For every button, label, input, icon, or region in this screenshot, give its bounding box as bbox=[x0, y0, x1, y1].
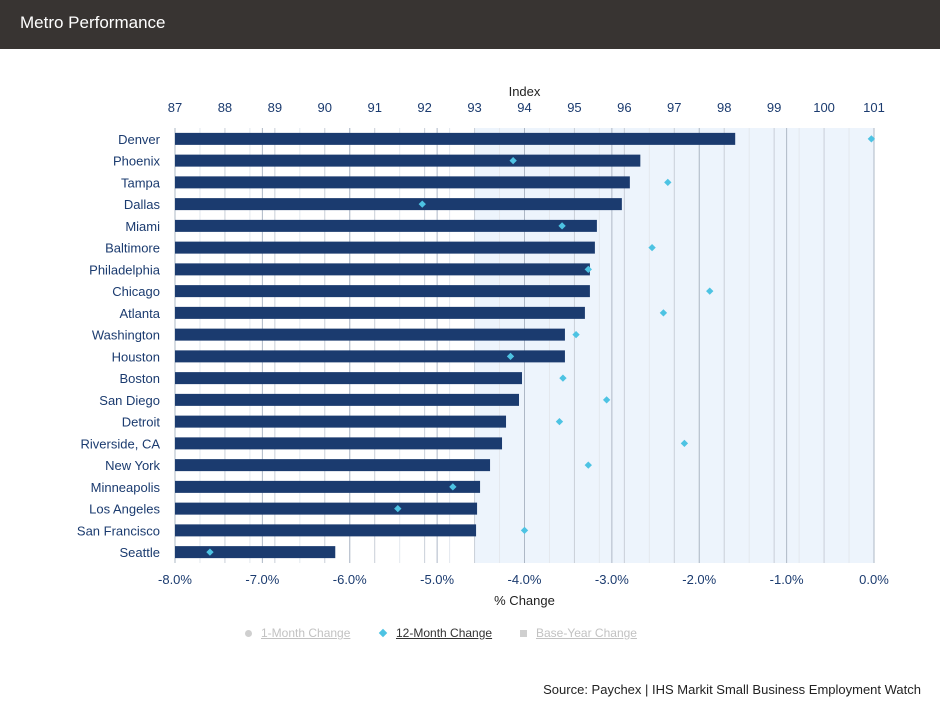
header-bar: Metro Performance bbox=[0, 0, 940, 49]
legend-circle-icon bbox=[245, 629, 252, 637]
index-bar[interactable] bbox=[175, 306, 585, 319]
top-axis-tick: 98 bbox=[717, 100, 731, 115]
twelve-month-marker[interactable] bbox=[584, 265, 592, 274]
twelve-month-marker[interactable] bbox=[572, 330, 580, 339]
twelve-month-marker[interactable] bbox=[559, 374, 567, 382]
index-bar[interactable] bbox=[175, 459, 491, 472]
category-label: Boston bbox=[120, 371, 160, 386]
index-bar[interactable] bbox=[175, 524, 477, 537]
twelve-month-marker[interactable] bbox=[449, 483, 457, 491]
index-bar[interactable] bbox=[175, 415, 507, 428]
top-axis-tick: 90 bbox=[318, 100, 332, 115]
category-label: Miami bbox=[125, 219, 160, 234]
top-axis-tick: 101 bbox=[863, 100, 885, 115]
category-label: San Diego bbox=[99, 393, 160, 408]
legend-base-year-label: Base-Year Change bbox=[536, 626, 637, 640]
twelve-month-marker[interactable] bbox=[680, 439, 689, 448]
twelve-month-marker[interactable] bbox=[706, 287, 714, 295]
category-label: Philadelphia bbox=[89, 262, 161, 277]
index-bar[interactable] bbox=[175, 263, 590, 276]
twelve-month-marker[interactable] bbox=[520, 526, 529, 535]
metro-performance-chart: Index 87 88 89 90 91 92 93 94 95 96 97 98 99 100 101 -8.… bbox=[77, 84, 889, 608]
category-label: Riverside, CA bbox=[81, 436, 161, 451]
category-label: Washington bbox=[92, 328, 160, 343]
index-bar[interactable] bbox=[175, 502, 478, 515]
index-bar[interactable] bbox=[175, 285, 590, 298]
top-axis-tick: 88 bbox=[218, 100, 232, 115]
twelve-month-marker[interactable] bbox=[558, 222, 566, 230]
index-bar[interactable] bbox=[175, 328, 565, 341]
twelve-month-marker[interactable] bbox=[664, 178, 672, 187]
twelve-month-marker[interactable] bbox=[394, 504, 402, 513]
twelve-month-marker[interactable] bbox=[648, 243, 656, 252]
twelve-month-marker[interactable] bbox=[506, 352, 515, 361]
twelve-month-marker[interactable] bbox=[659, 309, 668, 317]
bottom-axis-tick: -7.0% bbox=[245, 572, 279, 587]
category-label: Phoenix bbox=[113, 154, 160, 169]
chart-legend: 1-Month Change 12-Month Change Base-Year… bbox=[0, 626, 940, 644]
category-label: Denver bbox=[118, 132, 161, 147]
twelve-month-marker[interactable] bbox=[602, 396, 611, 404]
category-label: Seattle bbox=[120, 545, 160, 560]
category-label: Minneapolis bbox=[91, 480, 161, 495]
index-bar[interactable] bbox=[175, 350, 565, 363]
category-label: Dallas bbox=[124, 197, 161, 212]
index-bar[interactable] bbox=[175, 393, 520, 406]
bottom-axis-tick: 0.0% bbox=[859, 572, 889, 587]
legend-one-month-label: 1-Month Change bbox=[261, 626, 351, 640]
source-note: Source: Paychex | IHS Markit Small Busin… bbox=[543, 682, 921, 697]
bottom-axis-tick: -3.0% bbox=[595, 572, 629, 587]
top-axis-tick: 96 bbox=[617, 100, 631, 115]
top-axis-tick: 94 bbox=[517, 100, 531, 115]
legend-one-month[interactable]: 1-Month Change bbox=[245, 626, 350, 640]
twelve-month-marker[interactable] bbox=[867, 135, 876, 143]
index-bar[interactable] bbox=[175, 241, 595, 254]
top-axis-tick: 100 bbox=[813, 100, 835, 115]
legend-twelve-month-label: 12-Month Change bbox=[396, 626, 493, 640]
bottom-axis-tick: -8.0% bbox=[158, 572, 192, 587]
top-axis-tick: 89 bbox=[268, 100, 282, 115]
category-label: New York bbox=[105, 458, 160, 473]
bottom-axis-tick: -6.0% bbox=[333, 572, 367, 587]
legend-diamond-icon bbox=[378, 628, 388, 638]
index-bar[interactable] bbox=[175, 198, 622, 211]
index-bar[interactable] bbox=[175, 372, 523, 385]
legend-base-year[interactable]: Base-Year Change bbox=[520, 626, 637, 640]
top-axis-tick: 93 bbox=[467, 100, 481, 115]
category-label: Tampa bbox=[121, 175, 161, 190]
category-label: San Francisco bbox=[77, 523, 160, 538]
index-bar[interactable] bbox=[175, 546, 336, 559]
index-bar[interactable] bbox=[175, 480, 481, 493]
category-label: Los Angeles bbox=[89, 502, 160, 517]
index-bar[interactable] bbox=[175, 154, 641, 167]
bottom-axis-tick: -2.0% bbox=[682, 572, 716, 587]
bottom-axis-tick: -4.0% bbox=[508, 572, 542, 587]
index-bar[interactable] bbox=[175, 176, 630, 189]
legend-twelve-month[interactable]: 12-Month Change bbox=[378, 626, 493, 640]
category-label: Houston bbox=[112, 349, 160, 364]
twelve-month-marker[interactable] bbox=[584, 461, 592, 469]
bottom-axis-title: % Change bbox=[494, 593, 555, 608]
twelve-month-marker[interactable] bbox=[555, 417, 564, 426]
category-label: Chicago bbox=[112, 284, 160, 299]
bottom-axis-tick: -5.0% bbox=[420, 572, 454, 587]
index-bar[interactable] bbox=[175, 219, 597, 232]
legend-square-icon bbox=[520, 629, 527, 637]
bottom-axis-tick: -1.0% bbox=[770, 572, 804, 587]
index-bar[interactable] bbox=[175, 132, 736, 145]
top-axis-tick: 92 bbox=[417, 100, 431, 115]
category-label: Atlanta bbox=[120, 306, 161, 321]
page-title: Metro Performance bbox=[20, 13, 166, 32]
top-axis-tick: 97 bbox=[667, 100, 681, 115]
category-label: Detroit bbox=[122, 415, 161, 430]
category-label: Baltimore bbox=[105, 241, 160, 256]
top-axis-tick: 91 bbox=[367, 100, 381, 115]
top-axis-title: Index bbox=[509, 84, 541, 99]
top-axis-tick: 87 bbox=[168, 100, 182, 115]
index-bar[interactable] bbox=[175, 437, 503, 450]
top-axis-tick: 99 bbox=[767, 100, 781, 115]
top-axis-tick: 95 bbox=[567, 100, 581, 115]
